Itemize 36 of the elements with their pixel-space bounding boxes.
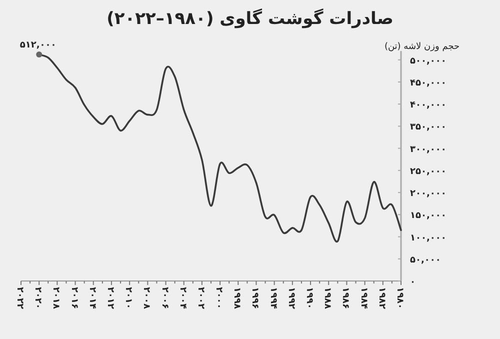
chart-title: صادرات گوشت گاوی (۱۹۸۰–۲۰۲۲) (106, 8, 394, 29)
x-tick-label: ۲۰۰۴ (177, 287, 188, 310)
x-tick-label: ۱۹۸۲ (376, 287, 386, 310)
x-tick-label: ۲۰۲۰ (32, 287, 43, 309)
x-tick-label: ۲۰۲۲ (14, 287, 24, 310)
x-tick-label: ۲۰۱۸ (50, 287, 61, 310)
y-tick-label: ۱۵۰,۰۰۰ (410, 211, 446, 222)
x-tick-label: ۲۰۱۴ (86, 287, 97, 310)
y-tick-label: ۴۰۰,۰۰۰ (410, 100, 446, 111)
x-tick-label: ۱۹۸۸ (322, 287, 332, 310)
y-tick-label: ۴۵۰,۰۰۰ (410, 78, 446, 88)
x-tick-label: ۱۹۸۰ (394, 287, 404, 309)
x-tick-label: ۲۰۰۲ (195, 287, 206, 310)
y-tick-label: ۵۰۰,۰۰۰ (410, 56, 446, 66)
x-tick-label: ۱۹۹۶ (250, 287, 260, 309)
x-tick-label: ۲۰۱۰ (123, 287, 134, 309)
x-tick-label: ۲۰۰۰ (214, 287, 224, 309)
y-tick-label: ۲۰۰,۰۰۰ (410, 189, 446, 200)
x-tick-label: ۱۹۸۴ (358, 287, 368, 310)
y-tick-label: ۱۰۰,۰۰۰ (410, 233, 446, 244)
x-tick-label: ۱۹۹۴ (268, 287, 278, 310)
x-tick-label: ۲۰۱۶ (68, 287, 79, 309)
x-tick-label: ۲۰۰۸ (141, 287, 152, 310)
x-tick-label: ۱۹۸۶ (340, 287, 350, 309)
y-tick-label: ۳۵۰,۰۰۰ (410, 122, 446, 133)
y-tick-label: ۰ (410, 278, 416, 288)
x-tick-label: ۱۹۹۲ (286, 287, 296, 310)
annotation: ۵۱۲,۰۰۰ (20, 40, 56, 51)
x-tick-label: ۱۹۹۸ (232, 287, 242, 310)
y-tick-label: ۳۰۰,۰۰۰ (410, 144, 446, 155)
x-tick-label: ۱۹۹۰ (304, 287, 314, 309)
y-tick-label: ۵۰,۰۰۰ (410, 255, 441, 266)
y-tick-label: ۲۵۰,۰۰۰ (410, 166, 446, 177)
y-axis-title: حجم وزن لاشه (تن) (384, 42, 460, 52)
x-tick-label: ۲۰۰۶ (159, 287, 170, 309)
x-tick-label: ۲۰۱۲ (104, 287, 115, 310)
